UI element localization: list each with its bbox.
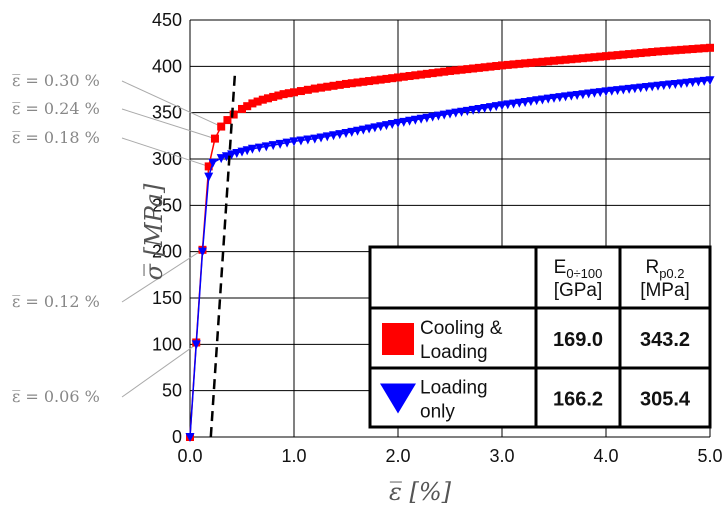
r-value: 305.4	[640, 389, 691, 411]
data-point	[290, 88, 298, 96]
data-point	[297, 87, 305, 95]
annotation-label: ε̅ = 0.24 %	[12, 99, 100, 118]
y-tick-label: 300	[152, 149, 182, 169]
x-tick-label: 3.0	[489, 446, 514, 466]
data-point	[211, 135, 219, 143]
x-tick-label: 0.0	[177, 446, 202, 466]
e-value: 166.2	[553, 389, 603, 411]
legend-label: Cooling &	[420, 318, 503, 339]
x-axis-label: ε̅ [%]	[389, 478, 452, 506]
legend-label: only	[420, 402, 455, 423]
r-value: 343.2	[640, 329, 690, 351]
y-tick-label: 100	[152, 334, 182, 354]
annotation-label: ε̅ = 0.12 %	[12, 292, 100, 311]
yield-strength-unit: [MPa]	[640, 280, 690, 301]
data-point	[304, 86, 312, 94]
annotation-label: ε̅ = 0.06 %	[12, 387, 100, 406]
y-tick-label: 150	[152, 288, 182, 308]
legend-label: Loading	[420, 342, 488, 363]
y-tick-label: 0	[172, 427, 182, 447]
legend-label: Loading	[420, 378, 488, 399]
x-axis-ticks: 0.0 1.0 2.0 3.0 4.0 5.0	[177, 446, 722, 466]
x-tick-label: 5.0	[697, 446, 722, 466]
annotation-label: ε̅ = 0.18 %	[12, 128, 100, 147]
e-value: 169.0	[553, 329, 603, 351]
data-point	[706, 44, 714, 52]
legend-square-marker	[382, 323, 414, 355]
y-axis-label: σ̅ [MPa]	[140, 183, 168, 280]
x-tick-label: 2.0	[385, 446, 410, 466]
annotation-label: ε̅ = 0.30 %	[12, 71, 100, 90]
y-tick-label: 450	[152, 10, 182, 30]
e-modulus-unit: [GPa]	[554, 280, 603, 301]
data-point	[204, 173, 213, 182]
x-tick-label: 4.0	[593, 446, 618, 466]
x-tick-label: 1.0	[281, 446, 306, 466]
y-tick-label: 400	[152, 56, 182, 76]
properties-table: E0÷100[GPa]Rp0.2[MPa]Cooling &Loading169…	[370, 247, 710, 427]
y-tick-label: 50	[162, 381, 182, 401]
